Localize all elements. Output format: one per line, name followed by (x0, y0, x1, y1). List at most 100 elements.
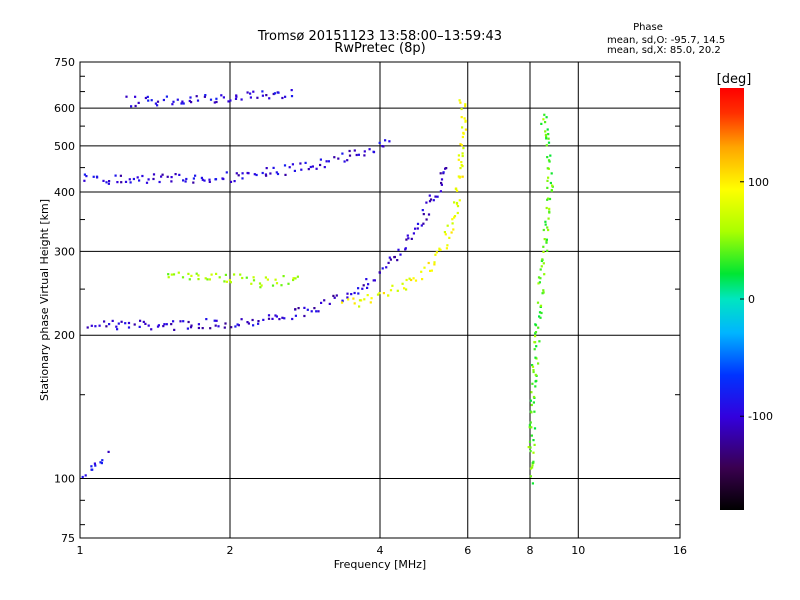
data-point (201, 178, 204, 181)
data-point (532, 439, 535, 442)
data-point (124, 180, 128, 183)
data-point (396, 289, 399, 292)
data-point (531, 365, 535, 368)
data-point (235, 172, 238, 175)
x-tick-label: 1 (77, 544, 84, 557)
data-point (550, 189, 553, 193)
data-point (264, 276, 267, 279)
data-point (363, 298, 366, 301)
data-point (428, 194, 431, 197)
data-point (239, 273, 242, 276)
y-tick-label: 750 (54, 56, 75, 69)
data-point (539, 304, 543, 307)
data-point (172, 100, 175, 103)
data-point (222, 96, 225, 99)
data-point (281, 96, 284, 100)
data-point (213, 101, 216, 104)
data-point (94, 325, 97, 328)
data-point (378, 271, 381, 274)
data-point (306, 308, 309, 311)
data-point (443, 231, 446, 234)
data-point (529, 399, 532, 402)
data-point (363, 154, 366, 157)
data-point (257, 322, 260, 325)
data-point (260, 284, 263, 287)
chart-subtitle: RwPretec (8p) (334, 41, 425, 56)
data-point (534, 332, 537, 335)
data-point (545, 240, 548, 243)
data-point (528, 440, 532, 443)
data-point (206, 278, 209, 281)
data-point (215, 319, 218, 322)
data-point (129, 181, 132, 184)
data-point (94, 464, 97, 467)
data-point (534, 385, 537, 388)
data-point (99, 461, 102, 464)
data-point (303, 306, 306, 309)
data-point (376, 293, 380, 296)
data-point (378, 292, 381, 295)
data-point (323, 166, 326, 169)
data-point (457, 158, 460, 161)
x-axis-label: Frequency [MHz] (334, 558, 426, 571)
data-point (456, 205, 460, 208)
data-point (387, 261, 390, 264)
data-point (530, 403, 533, 407)
data-point (425, 218, 428, 221)
y-tick-label: 300 (54, 245, 75, 258)
data-point (138, 325, 141, 328)
data-point (246, 91, 249, 94)
data-point (546, 128, 549, 131)
data-point (98, 324, 101, 327)
data-point (438, 247, 441, 250)
data-point (213, 319, 216, 322)
data-point (224, 322, 227, 325)
y-axis-ticks: 75 100 200 300 400 500 600 750 (54, 56, 680, 545)
data-point (346, 159, 349, 162)
data-point (204, 277, 207, 280)
data-point (346, 292, 349, 295)
y-tick-label: 200 (54, 329, 75, 342)
data-point (278, 318, 281, 321)
data-point (139, 319, 142, 322)
data-point (124, 322, 127, 325)
data-point (452, 228, 455, 231)
data-point (382, 145, 385, 148)
data-point (147, 324, 150, 327)
data-point (538, 281, 541, 284)
data-point (196, 99, 200, 102)
data-point (434, 195, 437, 198)
data-point (396, 259, 399, 262)
colorbar-tick-label: 100 (748, 176, 769, 189)
data-point (194, 174, 197, 177)
data-point (533, 427, 537, 430)
data-point (361, 287, 364, 290)
data-point (185, 177, 188, 181)
data-point (456, 211, 459, 215)
data-point (387, 294, 390, 297)
data-point (178, 173, 181, 176)
data-point (451, 222, 454, 225)
data-point (313, 307, 316, 310)
stats-line-o: mean, sd,O: -95.7, 14.5 (607, 35, 725, 46)
data-point (252, 324, 255, 327)
data-point (539, 268, 542, 271)
data-point (259, 286, 262, 289)
data-point (115, 325, 118, 328)
data-point (416, 227, 419, 230)
data-point (352, 297, 355, 300)
data-point (412, 232, 415, 235)
data-point (464, 128, 467, 131)
data-point (346, 296, 349, 299)
data-point (534, 335, 537, 338)
data-point (158, 180, 161, 184)
data-point (136, 176, 139, 179)
data-point (348, 149, 351, 153)
data-point (117, 322, 120, 325)
data-point (277, 91, 280, 94)
data-point (440, 183, 443, 186)
data-point (215, 97, 218, 100)
data-point (534, 356, 537, 359)
data-point (446, 224, 449, 227)
data-point (171, 103, 174, 106)
